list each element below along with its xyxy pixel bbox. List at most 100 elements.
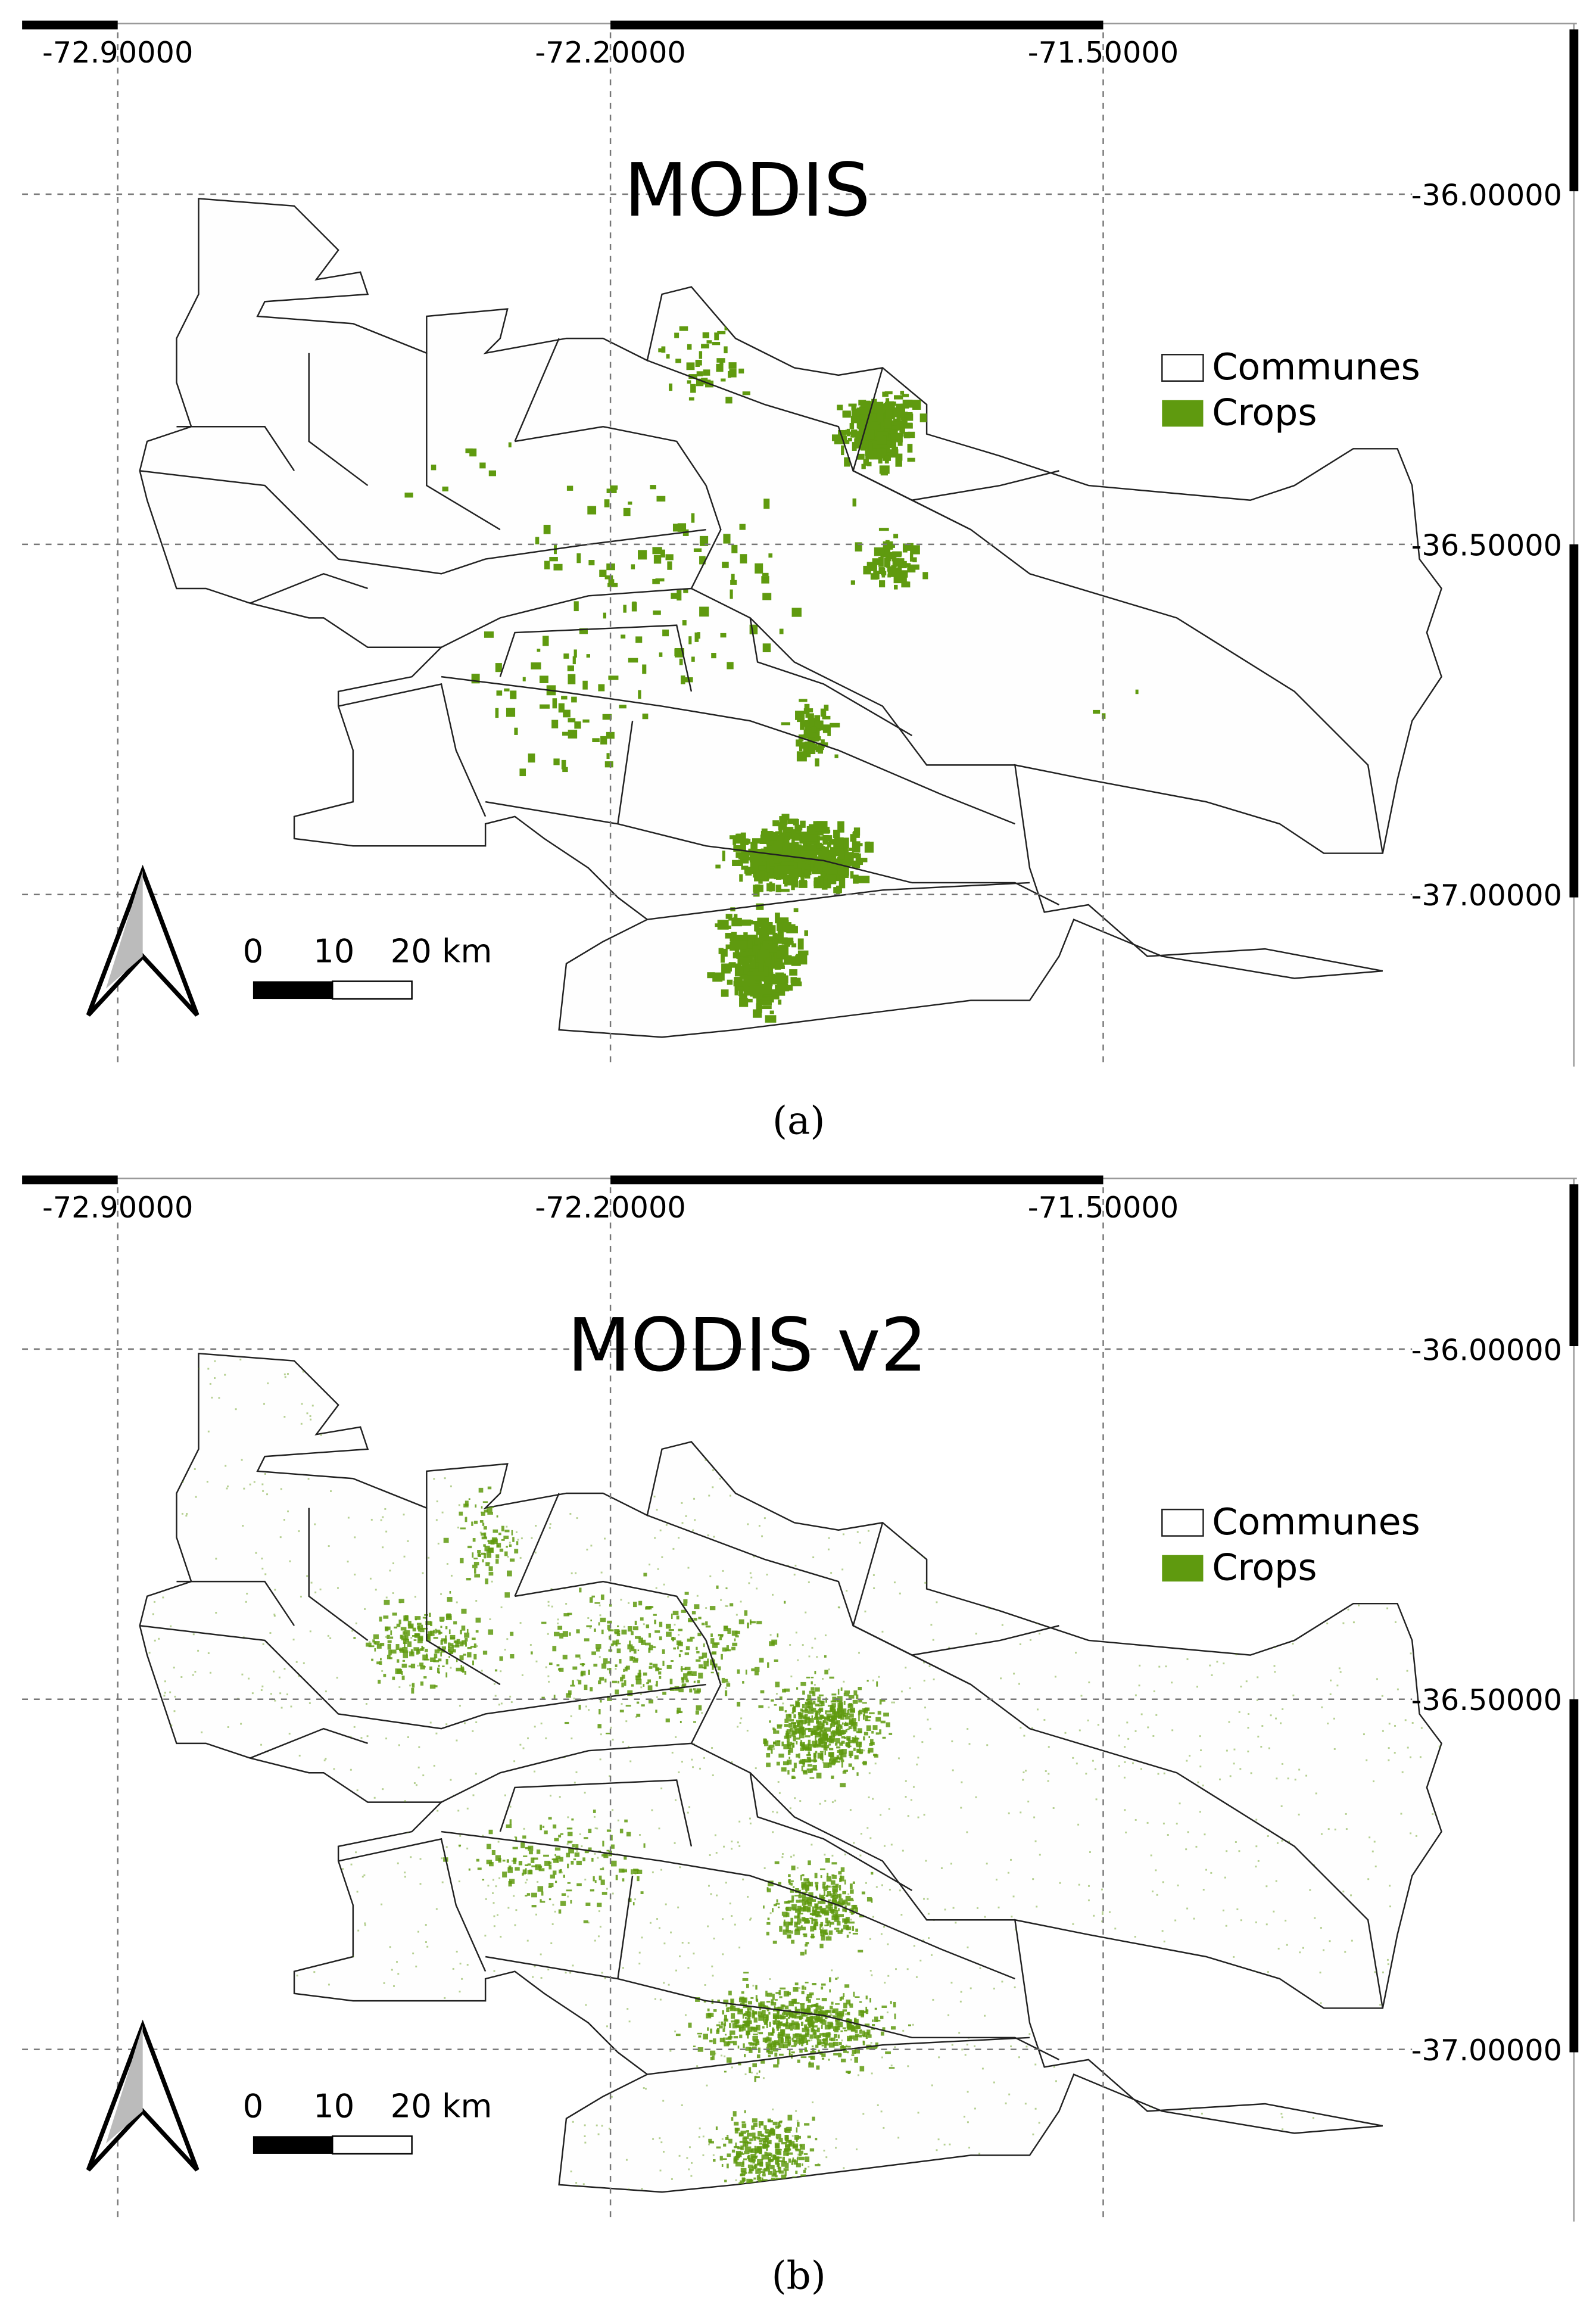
crop-patch [877, 421, 881, 429]
crop-speck [880, 1933, 883, 1935]
crop-patch [804, 2010, 809, 2014]
crop-speck [1236, 1484, 1239, 1487]
crop-patch [816, 1915, 822, 1917]
crop-speck [796, 2119, 799, 2122]
crop-patch [796, 1900, 800, 1903]
crop-patch [853, 1748, 856, 1751]
crop-speck [869, 1837, 872, 1839]
crop-patch [718, 948, 724, 954]
crop-speck [769, 1634, 772, 1636]
crop-speck [874, 1763, 877, 1765]
crop-speck [1445, 1400, 1447, 1402]
crop-speck [841, 2039, 843, 2042]
crop-patch [828, 1907, 831, 1911]
crop-speck [245, 1833, 247, 1836]
y-coordinate-label: -36.00000 [1411, 178, 1562, 212]
crop-speck [725, 1587, 728, 1590]
crop-patch [852, 1726, 857, 1729]
crop-speck [868, 1772, 871, 1774]
crop-speck [459, 1835, 462, 1837]
crop-patch [531, 662, 541, 670]
crop-patch [786, 1729, 791, 1735]
crop-speck [192, 1674, 194, 1676]
crop-speck [1237, 1992, 1239, 1995]
crop-speck [1040, 1975, 1042, 1977]
crop-speck [342, 2017, 344, 2019]
crop-speck [681, 1502, 683, 1504]
crop-patch [826, 1922, 830, 1926]
crop-speck [265, 2057, 267, 2060]
crop-speck [827, 1548, 830, 1550]
crop-patch [833, 1733, 836, 1737]
crop-patch [807, 1721, 811, 1726]
crop-patch [799, 1913, 803, 1915]
commune-border [176, 426, 295, 472]
crop-patch [874, 2007, 877, 2010]
crop-speck [675, 1736, 677, 1738]
crop-speck [1178, 1479, 1180, 1481]
crop-patch [893, 438, 897, 441]
crop-speck [355, 1622, 357, 1624]
crop-speck [1329, 1693, 1332, 1695]
crop-speck [444, 1477, 446, 1480]
crop-patch [841, 1752, 847, 1758]
crop-speck [1081, 1978, 1083, 1981]
crop-patch [803, 1878, 809, 1882]
crop-patch [829, 1989, 831, 1993]
commune-border [499, 624, 693, 692]
crop-patch [792, 1707, 796, 1712]
crop-speck [1001, 1624, 1003, 1626]
crop-patch [510, 690, 517, 699]
crop-patch [831, 1724, 836, 1727]
crop-speck [649, 1422, 652, 1424]
crop-patch [632, 601, 637, 608]
crop-patch [763, 1905, 765, 1909]
crop-speck [937, 2138, 940, 2141]
crop-patch [855, 1737, 860, 1740]
crop-patch [819, 1751, 824, 1753]
crop-patch [818, 2041, 821, 2045]
crop-patch [721, 378, 726, 382]
crop-patch [818, 1704, 823, 1707]
crop-speck [628, 1745, 630, 1748]
crop-speck [1126, 1602, 1128, 1605]
crop-speck [1033, 1412, 1035, 1414]
crop-patch [628, 502, 632, 505]
crop-speck [911, 1415, 913, 1417]
crop-patch [852, 841, 861, 853]
crop-patch [827, 2010, 832, 2013]
crop-speck [1176, 2066, 1179, 2069]
crop-speck [1425, 2022, 1427, 2025]
crop-speck [738, 1820, 741, 1823]
crop-speck [1416, 1961, 1418, 1964]
crop-speck [1220, 1593, 1222, 1595]
crop-speck [907, 2065, 909, 2067]
crop-speck [1292, 1642, 1294, 1645]
crop-speck [185, 1856, 188, 1858]
crop-speck [750, 1917, 752, 1920]
crop-patch [858, 438, 862, 443]
crop-patch [784, 1735, 789, 1739]
crop-patch [814, 1919, 818, 1925]
crop-speck [354, 2045, 357, 2048]
crop-speck [161, 1387, 164, 1390]
crop-patch [831, 1715, 837, 1721]
crop-speck [1140, 2039, 1143, 2041]
crop-speck [1286, 2025, 1288, 2027]
crop-patch [768, 1880, 774, 1886]
crop-speck [1051, 1372, 1053, 1375]
x-coordinate-label: -72.90000 [42, 35, 193, 70]
crop-speck [1333, 1748, 1336, 1750]
crop-speck [264, 2156, 266, 2158]
crop-patch [822, 1884, 825, 1889]
crop-patch [874, 2016, 878, 2022]
crop-speck [1235, 1378, 1237, 1380]
crop-patch [808, 743, 818, 751]
crop-speck [336, 1369, 339, 1372]
crop-patch [831, 1862, 837, 1865]
crop-speck [1336, 1404, 1338, 1406]
crop-patch [779, 872, 784, 880]
crop-patch [806, 1676, 811, 1679]
crop-patch [822, 724, 830, 733]
crop-patch [779, 1926, 783, 1932]
